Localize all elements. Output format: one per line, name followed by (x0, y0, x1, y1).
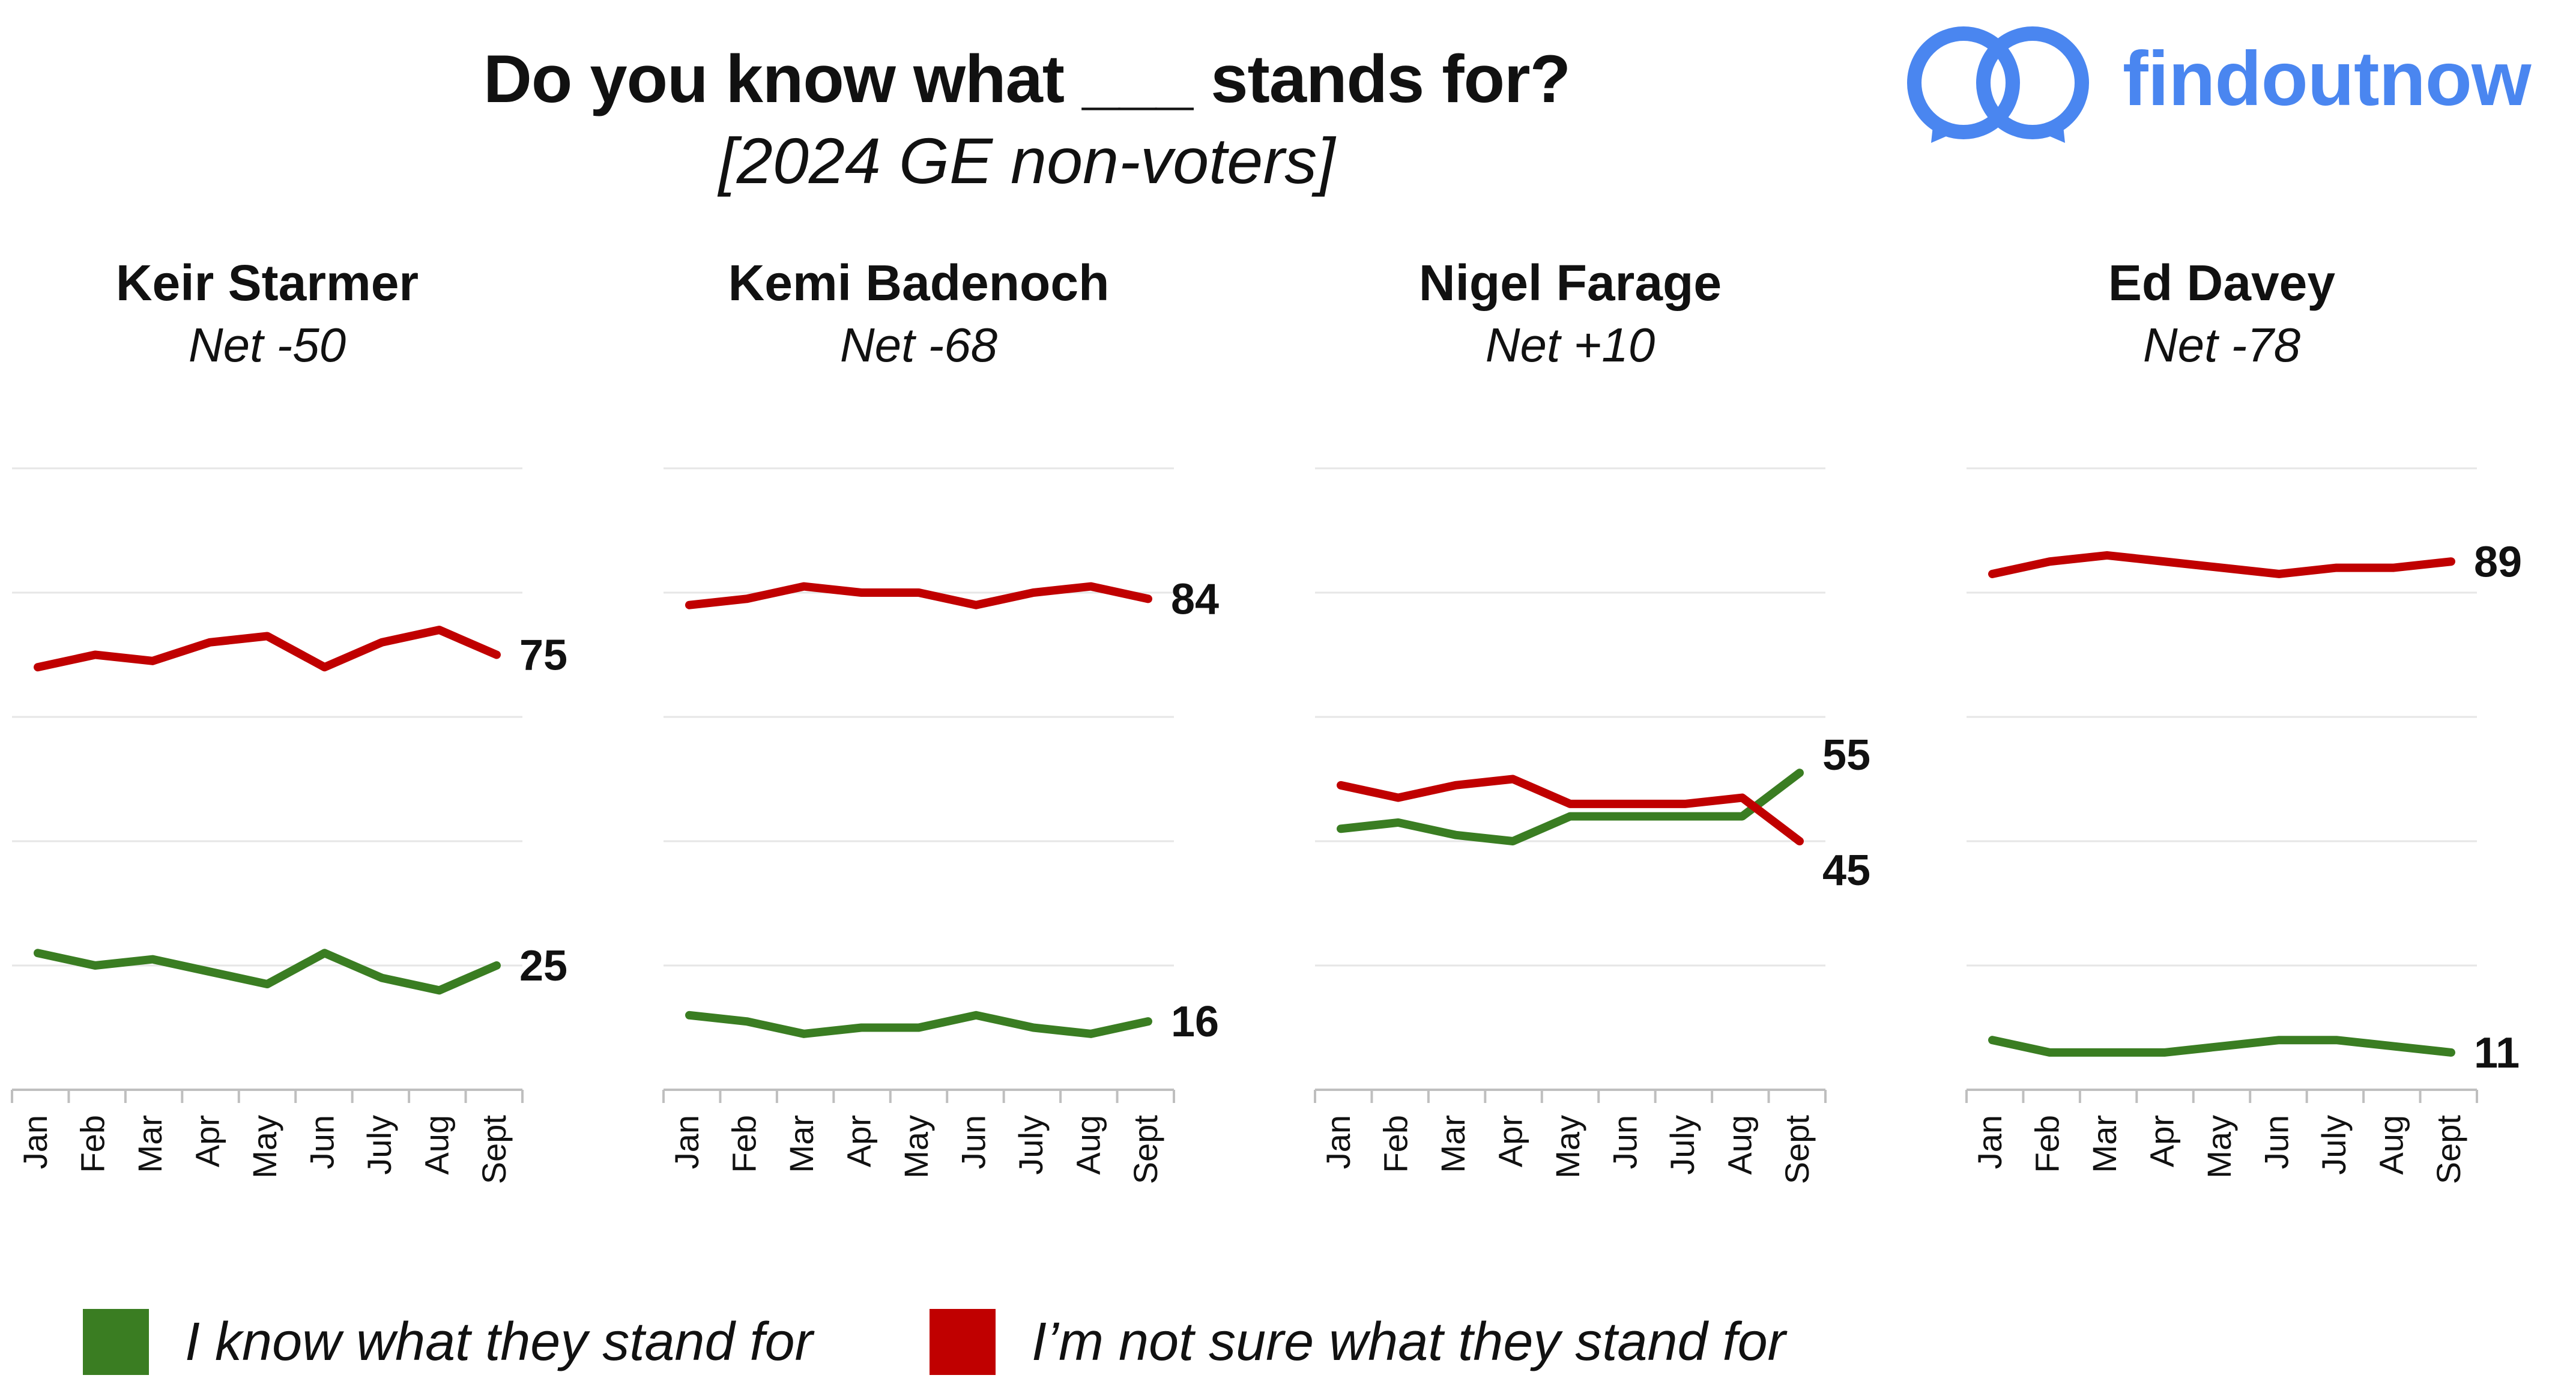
x-tick-label: Mar (131, 1115, 169, 1173)
x-tick-label: July (1012, 1115, 1050, 1175)
chart-panel-ed-davey: Ed Davey Net -78 Jan Feb Mar Apr May Jun July Aug… (1965, 255, 2522, 1185)
legend-label-not-sure: I’m not sure what they stand for (1032, 1312, 1786, 1372)
x-tick-label: Apr (1491, 1115, 1529, 1167)
chart-panel-kemi-badenoch: Kemi Badenoch Net -68 Jan Feb Mar Apr May Jun Ju… (662, 255, 1219, 1185)
x-tick-label: Jun (954, 1115, 992, 1169)
series-line-not-sure (34, 626, 501, 672)
legend-label-know: I know what they stand for (185, 1312, 813, 1372)
panel-subtitle: Net -50 (189, 318, 346, 372)
end-value-label: 16 (1171, 998, 1219, 1046)
x-tick-label: Feb (725, 1115, 763, 1173)
x-tick-label: Jan (16, 1115, 54, 1169)
x-tick-label: July (2315, 1115, 2353, 1175)
x-tick-label: July (1663, 1115, 1701, 1175)
end-value-label: 84 (1171, 575, 1219, 623)
x-tick-label: Apr (839, 1115, 877, 1167)
x-tick-label: Feb (73, 1115, 111, 1173)
end-value-label: 45 (1822, 847, 1870, 895)
x-tick-label: Apr (2142, 1115, 2180, 1167)
end-value-label: 11 (2474, 1029, 2520, 1077)
series-line-not-sure (685, 582, 1152, 609)
small-multiples-line-charts: Keir Starmer Net -50 Jan Feb Mar Apr May Jun Jul… (11, 255, 2522, 1185)
x-tick-label: Aug (417, 1115, 455, 1175)
x-tick-label: Jun (303, 1115, 340, 1169)
panel-subtitle: Net +10 (1486, 318, 1655, 372)
panel-title: Nigel Farage (1419, 255, 1722, 311)
x-tick-label: Aug (1720, 1115, 1758, 1175)
x-tick-label: Aug (2372, 1115, 2410, 1175)
end-value-label: 25 (519, 942, 567, 990)
chart-subtitle: [2024 GE non-voters] (718, 124, 1335, 197)
x-tick-label: Sept (2429, 1115, 2467, 1185)
x-tick-label: Mar (782, 1115, 820, 1173)
series-line-know (685, 1011, 1152, 1038)
panel-title: Ed Davey (2108, 255, 2335, 311)
x-tick-label: May (897, 1115, 935, 1179)
logo-text: findoutnow (2123, 36, 2531, 122)
x-tick-label: Jun (2257, 1115, 2295, 1169)
x-tick-label: Mar (1434, 1115, 1472, 1173)
x-tick-label: Mar (2085, 1115, 2123, 1173)
x-tick-label: May (1549, 1115, 1586, 1179)
two-speech-bubbles-icon (1907, 26, 2089, 143)
series-line-know (1988, 1036, 2455, 1057)
series-line-know (34, 949, 501, 995)
panel-title: Keir Starmer (116, 255, 419, 311)
x-tick-label: Jan (668, 1115, 706, 1169)
series-line-not-sure (1337, 775, 1804, 845)
end-value-label: 89 (2474, 538, 2522, 586)
x-tick-label: Sept (1126, 1115, 1164, 1185)
x-tick-label: Jan (1971, 1115, 2009, 1169)
end-value-label: 55 (1822, 731, 1870, 779)
chart-panel-keir-starmer: Keir Starmer Net -50 Jan Feb Mar Apr May Jun Jul… (11, 255, 567, 1185)
x-tick-label: Sept (475, 1115, 513, 1185)
x-tick-label: Jun (1606, 1115, 1643, 1169)
x-tick-label: July (360, 1115, 398, 1175)
x-tick-label: Feb (1376, 1115, 1414, 1173)
end-value-label: 75 (519, 632, 567, 680)
x-tick-label: Apr (188, 1115, 226, 1167)
panel-subtitle: Net -78 (2143, 318, 2301, 372)
panel-title: Kemi Badenoch (728, 255, 1110, 311)
x-tick-label: Aug (1069, 1115, 1107, 1175)
panel-subtitle: Net -68 (840, 318, 998, 372)
x-tick-label: May (246, 1115, 283, 1179)
x-tick-label: Sept (1778, 1115, 1816, 1185)
chart-title: Do you know what ___ stands for? (483, 41, 1571, 116)
x-tick-label: May (2200, 1115, 2238, 1179)
legend-swatch-know (83, 1309, 149, 1375)
x-tick-label: Feb (2028, 1115, 2066, 1173)
series-line-know (1337, 769, 1804, 845)
x-tick-label: Jan (1319, 1115, 1357, 1169)
legend-swatch-not-sure (930, 1309, 996, 1375)
series-line-not-sure (1988, 551, 2455, 578)
chart-panel-nigel-farage: Nigel Farage Net +10 Jan Feb Mar Apr May Jun Jul… (1314, 255, 1870, 1185)
findoutnow-logo: findoutnow (1891, 12, 2558, 150)
